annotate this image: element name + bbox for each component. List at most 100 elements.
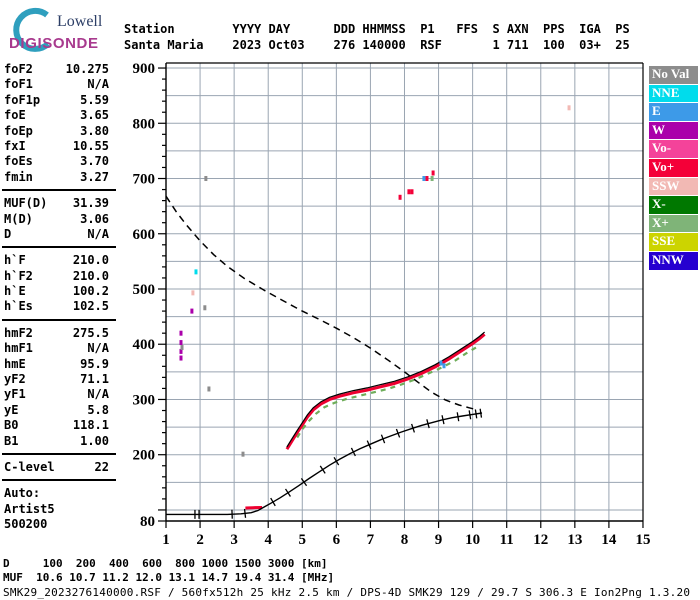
param-value: 3.70 — [80, 154, 109, 169]
param-label: C-level — [4, 459, 55, 474]
echo-noise-point — [179, 348, 183, 354]
profile-tick-mark — [426, 419, 430, 429]
x-axis-label: 12 — [533, 532, 548, 548]
echo-noise-point — [567, 105, 571, 111]
digisonde-logo: Lowell DIGISONDE — [4, 4, 122, 56]
legend-item-e: E — [649, 103, 698, 121]
param-label: foE — [4, 108, 26, 123]
x-axis-label: 9 — [435, 532, 443, 548]
panel-footer-row: 500200 — [4, 517, 48, 532]
profile-tick-mark — [366, 440, 372, 450]
param-label: D — [4, 226, 12, 241]
param-row-hf2: h`F2 210.0 — [2, 269, 116, 284]
legend-item-nnw: NNW — [649, 251, 698, 270]
y-axis-label: 400 — [133, 337, 156, 353]
profile-tick-mark — [300, 478, 308, 487]
param-label: foEs — [4, 154, 33, 169]
echo-noise-point — [194, 269, 198, 275]
echo-noise-point — [442, 363, 446, 369]
param-label: h`E — [4, 284, 26, 299]
param-label: hmF2 — [4, 325, 33, 340]
param-row-d: D N/A — [2, 227, 116, 242]
series-f-trace-o-mode — [285, 333, 486, 450]
echo-noise-point — [180, 345, 184, 351]
param-label: fxI — [4, 138, 26, 153]
echo-noise-point — [241, 451, 245, 457]
legend-item-x: X+ — [649, 214, 698, 233]
profile-tick-mark — [441, 415, 445, 425]
parameter-panel: foF2 10.275 foF1 N/A foF1p 5.59 foE 3.65 foEp 3.8… — [2, 62, 116, 533]
x-axis-label: 14 — [601, 532, 617, 548]
legend-item-vo: Vo- — [649, 140, 698, 158]
logo-lowell-text: Lowell — [57, 13, 103, 30]
param-value: 275.5 — [72, 325, 109, 340]
param-row-b0: B0 118.1 — [2, 418, 116, 433]
x-axis-label: 5 — [299, 532, 307, 548]
series-transmission-curve — [165, 195, 478, 411]
echo-noise-point — [398, 194, 402, 200]
x-axis-label: 15 — [635, 532, 650, 548]
param-row-hme: hmE 95.9 — [2, 357, 116, 372]
param-value: N/A — [87, 77, 109, 92]
param-label: M(D) — [4, 211, 33, 226]
x-axis-label: 7 — [367, 532, 375, 548]
muf-row: MUF 10.6 10.7 11.2 12.0 13.1 14.7 19.4 3… — [3, 571, 335, 584]
param-value: 71.1 — [80, 372, 109, 387]
param-label: foEp — [4, 123, 33, 138]
header-columns-line: Station YYYY DAY DDD HHMMSS P1 FFS S AXN… — [124, 22, 630, 36]
echo-noise-point — [203, 305, 207, 311]
param-label: B0 — [4, 418, 19, 433]
panel-footer-row: Artist5 — [4, 501, 55, 516]
param-label: hmE — [4, 356, 26, 371]
panel-separator — [2, 318, 116, 321]
param-row-fof1: foF1 N/A — [2, 77, 116, 92]
echo-noise-point — [204, 176, 208, 182]
param-row-mufd: MUF(D) 31.39 — [2, 196, 116, 211]
legend-item-noval: No Val — [649, 66, 698, 84]
param-label: yF1 — [4, 387, 26, 402]
echo-noise-point — [179, 355, 183, 361]
param-value: 22 — [94, 459, 109, 474]
profile-tick-mark — [243, 508, 247, 518]
profile-tick-mark — [456, 412, 460, 422]
y-axis-label: 600 — [133, 227, 156, 243]
param-row-hes: h`Es 102.5 — [2, 299, 116, 314]
param-row-hmf1: hmF1 N/A — [2, 341, 116, 356]
x-axis-label: 1 — [162, 532, 170, 548]
panel-separator — [2, 479, 116, 482]
legend-item-x: X- — [649, 196, 698, 214]
y-axis-label: 80 — [140, 514, 155, 530]
series-es-trace — [245, 506, 263, 510]
param-value: 10.55 — [72, 138, 109, 153]
param-value: 210.0 — [72, 253, 109, 268]
echo-noise-point — [179, 330, 183, 336]
param-value: N/A — [87, 387, 109, 402]
echo-noise-point — [431, 170, 435, 176]
panel-separator — [2, 246, 116, 249]
panel-separator — [2, 452, 116, 455]
profile-tick-mark — [284, 488, 291, 497]
param-label: yE — [4, 402, 19, 417]
y-axis-label: 800 — [133, 116, 156, 132]
x-axis-label: 6 — [333, 532, 341, 548]
legend-item-sse: SSE — [649, 233, 698, 251]
param-value: 95.9 — [80, 356, 109, 371]
file-info-row: SMK29_2023276140000.RSF / 560fx512h 25 k… — [3, 586, 691, 599]
profile-tick-mark — [468, 410, 472, 420]
echo-noise-point — [439, 360, 443, 366]
logo-arc-icon — [13, 7, 51, 52]
param-value: 1.00 — [80, 433, 109, 448]
y-axis-label: 500 — [133, 282, 156, 298]
param-value: 5.8 — [87, 402, 109, 417]
param-value: N/A — [87, 226, 109, 241]
logo-digisonde-text: DIGISONDE — [9, 35, 99, 52]
echo-noise-point — [179, 340, 183, 346]
param-value: 118.1 — [72, 418, 109, 433]
echo-noise-point — [425, 176, 429, 182]
param-row-b1: B1 1.00 — [2, 434, 116, 449]
profile-tick-mark — [270, 497, 276, 507]
param-label: h`Es — [4, 299, 33, 314]
param-label: h`F — [4, 253, 26, 268]
distance-row: D 100 200 400 600 800 1000 1500 3000 [km… — [3, 557, 328, 570]
